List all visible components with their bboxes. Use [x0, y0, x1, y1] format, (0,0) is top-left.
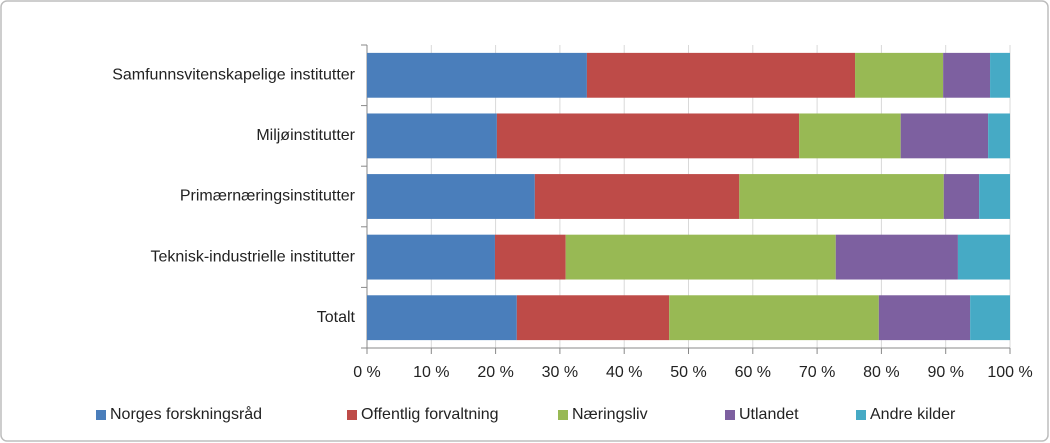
bar-segment	[878, 295, 971, 341]
bar-segment	[367, 52, 587, 98]
legend-swatch	[725, 410, 735, 420]
x-tick-label: 70 %	[799, 364, 835, 381]
legend-swatch	[96, 410, 106, 420]
bar-segment	[516, 295, 670, 341]
x-tick-label: 40 %	[606, 364, 642, 381]
bar-segment	[988, 113, 1010, 159]
bar-segment	[586, 52, 856, 98]
legend-label: Næringsliv	[572, 406, 648, 423]
x-tick-label: 90 %	[927, 364, 963, 381]
bar-segment	[565, 234, 836, 280]
legend-label: Norges forskningsråd	[110, 405, 262, 423]
y-tick-label: Teknisk-industrielle institutter	[150, 248, 355, 265]
y-tick-label: Totalt	[317, 309, 356, 326]
legend-swatch	[558, 410, 568, 420]
y-tick-label: Miljøinstitutter	[256, 127, 355, 144]
bar-segment	[534, 174, 740, 219]
bar-segment	[970, 295, 1010, 341]
bar-segment	[979, 174, 1010, 219]
legend-label: Offentlig forvaltning	[361, 406, 499, 423]
x-tick-label: 60 %	[735, 364, 771, 381]
bar-segment	[669, 295, 879, 341]
legend-swatch	[856, 410, 866, 420]
y-tick-label: Primærnæringsinstitutter	[180, 188, 356, 205]
legend-label: Andre kilder	[870, 406, 956, 423]
x-tick-label: 20 %	[477, 364, 513, 381]
x-tick-label: 30 %	[542, 364, 578, 381]
bar-segment	[367, 295, 517, 341]
x-tick-label: 100 %	[987, 364, 1032, 381]
bar-segment	[943, 52, 991, 98]
bar-segment	[799, 113, 901, 159]
bar-segment	[739, 174, 944, 219]
x-tick-label: 80 %	[863, 364, 899, 381]
bar-segment	[855, 52, 944, 98]
legend-swatch	[347, 410, 357, 420]
bar-segment	[835, 234, 958, 280]
bar-segment	[990, 52, 1010, 98]
y-tick-label: Samfunnsvitenskapelige institutter	[112, 67, 355, 84]
x-tick-label: 50 %	[670, 364, 706, 381]
bar-segment	[943, 174, 980, 219]
x-tick-label: 10 %	[413, 364, 449, 381]
legend-label: Utlandet	[739, 406, 799, 423]
bar-segment	[494, 234, 566, 280]
bar-segment	[367, 113, 497, 159]
bar-segment	[367, 234, 495, 280]
bar-segment	[957, 234, 1010, 280]
bar-segment	[496, 113, 800, 159]
x-tick-label: 0 %	[353, 364, 381, 381]
bar-segment	[900, 113, 989, 159]
bar-segment	[367, 174, 535, 219]
